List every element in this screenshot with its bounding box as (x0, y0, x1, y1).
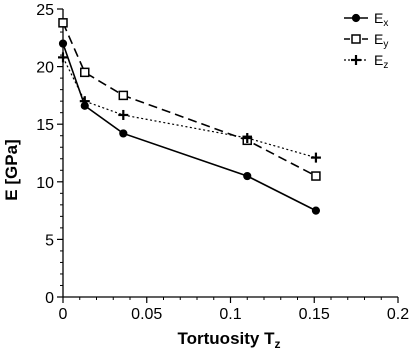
data-point-circle (119, 129, 128, 138)
data-point-circle (311, 206, 321, 215)
legend-label-subscript: y (383, 39, 388, 50)
y-tick-label: 20 (36, 60, 54, 77)
data-point-circle (243, 171, 252, 181)
data-point-plus (79, 96, 90, 107)
legend-label-main: E (374, 52, 383, 68)
x-axis-title: Tortuosity Tz (178, 329, 281, 351)
y-tick-label: 25 (36, 2, 54, 19)
legend-entry-x: Ex (344, 10, 388, 29)
legend-label: Ey (374, 31, 388, 50)
data-point-square (118, 90, 129, 101)
axes: 0 5 10 15 20 25 0 0.05 0.1 0.15 0.2 (36, 2, 409, 323)
legend-entry-y: Ey (344, 31, 388, 50)
y-tick-label: 5 (45, 232, 54, 249)
data-point-square (80, 67, 90, 78)
series-layer (58, 18, 321, 215)
data-point-plus (118, 109, 129, 120)
legend-label: Ez (374, 52, 388, 71)
x-tick-label: 0.05 (131, 306, 162, 323)
data-point-square (351, 34, 361, 44)
legend-label-subscript: z (383, 60, 388, 71)
x-tick-label: 0.1 (219, 306, 241, 323)
data-point-square (58, 18, 68, 28)
series-line (62, 57, 317, 159)
series-x (58, 39, 321, 215)
x-tick-label: 0.2 (387, 306, 409, 323)
y-tick-label: 10 (36, 175, 54, 192)
y-tick-label: 0 (45, 290, 54, 307)
data-point-square (311, 171, 321, 181)
x-tick-label: 0 (59, 306, 68, 323)
y-axis-title: E [GPa] (2, 139, 21, 200)
series-line (62, 22, 317, 177)
x-tick-label: 0.15 (299, 306, 330, 323)
data-point-plus (242, 133, 253, 144)
data-point-circle (351, 13, 361, 23)
data-point-plus (310, 152, 321, 163)
data-point-plus (58, 52, 68, 63)
x-axis-title-main: Tortuosity T (178, 329, 276, 348)
series-line (62, 43, 317, 212)
series-z (58, 52, 321, 163)
legend-label-main: E (374, 31, 383, 47)
legend-label: Ex (374, 10, 388, 29)
data-point-circle (58, 39, 68, 48)
y-tick-label: 15 (36, 117, 54, 134)
data-point-plus (351, 55, 361, 65)
legend-entry-z: Ez (344, 52, 388, 71)
legend-label-main: E (374, 10, 383, 26)
x-axis-title-subscript: z (274, 337, 280, 351)
legend-label-subscript: x (383, 18, 388, 29)
